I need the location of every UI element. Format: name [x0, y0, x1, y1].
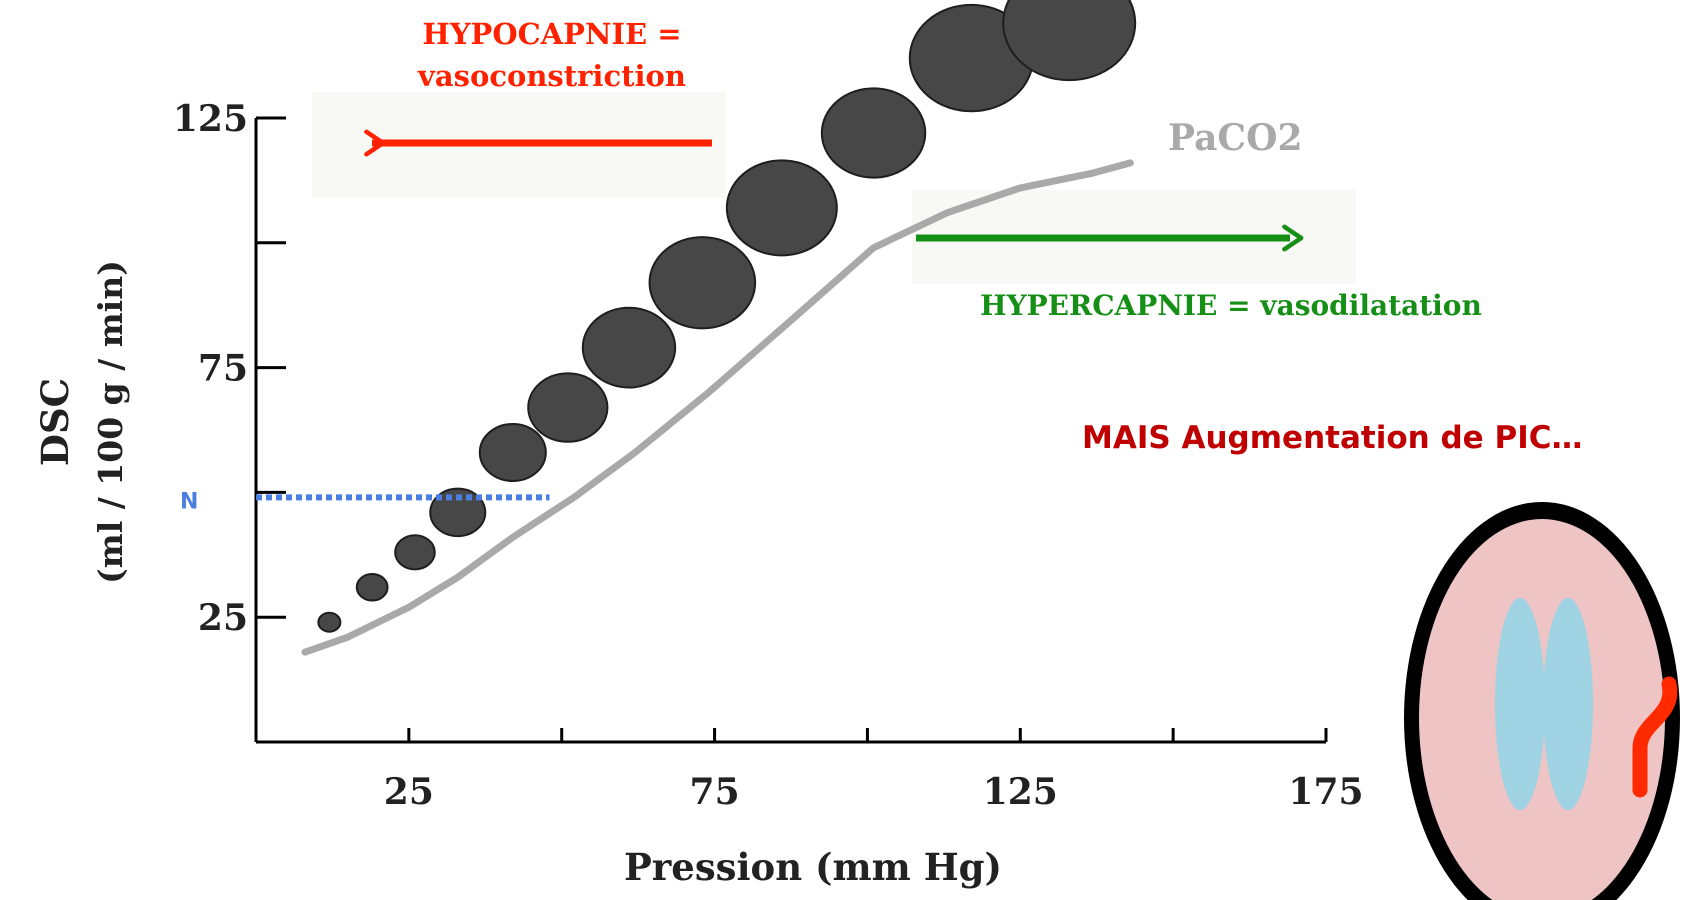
vessel-marker-6 [527, 372, 609, 443]
hypocapnia-label-line2: vasoconstriction [417, 59, 686, 93]
vessel-marker-5 [478, 422, 547, 482]
vessel-markers [317, 0, 1137, 633]
vessel-marker-4 [429, 487, 487, 538]
hemorrhage-mark [1632, 676, 1678, 798]
paco2-curve [301, 159, 1134, 656]
y-tick-label-125: 125 [173, 98, 248, 140]
hypocapnia-label-line1: HYPOCAPNIE = [422, 17, 681, 51]
brain-diagram [1404, 502, 1680, 900]
pic-label: MAIS Augmentation de PIC… [1082, 420, 1583, 456]
vessel-marker-8 [648, 236, 757, 330]
vessel-marker-10 [820, 87, 927, 179]
y-tick-label-75: 75 [198, 348, 248, 390]
x-axis-title: Pression (mm Hg) [624, 845, 1002, 889]
vessel-marker-7 [581, 306, 677, 389]
y-axis-unit: (ml / 100 g / min) [91, 260, 130, 584]
vessel-marker-9 [725, 159, 838, 257]
x-tick-label-25: 25 [384, 771, 434, 813]
y-tick-label-25: 25 [198, 597, 248, 639]
vessel-marker-12 [1002, 0, 1137, 82]
vessel-marker-1 [317, 611, 342, 633]
hypercapnia-label: HYPERCAPNIE = vasodilatation [980, 289, 1482, 322]
right-ventricle [1543, 598, 1593, 810]
axes [254, 116, 1328, 744]
y-ticks [256, 116, 286, 619]
normal-level-label: N [180, 489, 198, 514]
y-tick-labels: 25 75 125 [173, 98, 248, 639]
y-axis-title: DSC [33, 378, 77, 466]
x-tick-label-75: 75 [690, 771, 740, 813]
paco2-curve-label: PaCO2 [1168, 117, 1303, 159]
x-tick-label-125: 125 [983, 771, 1058, 813]
x-ticks [407, 728, 1328, 742]
vessel-marker-3 [394, 534, 436, 571]
x-tick-labels: 25 75 125 175 [384, 771, 1364, 813]
x-tick-label-175: 175 [1288, 771, 1363, 813]
vessel-marker-2 [355, 572, 389, 602]
left-ventricle [1495, 598, 1545, 810]
